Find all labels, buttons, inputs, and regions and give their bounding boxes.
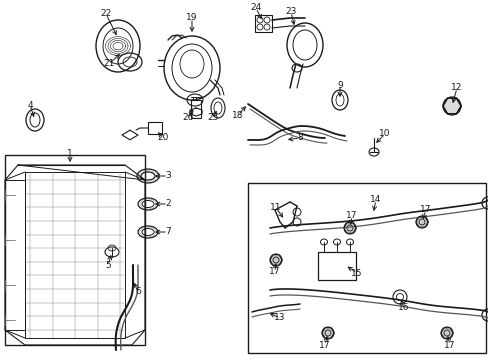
Text: 1: 1 [67, 148, 73, 158]
Ellipse shape [269, 254, 282, 266]
Text: 25: 25 [207, 113, 218, 122]
Text: 3: 3 [165, 171, 170, 180]
Text: 4: 4 [27, 100, 33, 109]
Text: 18: 18 [232, 111, 243, 120]
Text: 17: 17 [269, 267, 280, 276]
Text: 26: 26 [182, 113, 193, 122]
Bar [247, 183, 485, 353]
Ellipse shape [415, 216, 427, 228]
Ellipse shape [440, 327, 452, 339]
Text: 19: 19 [186, 13, 197, 22]
Text: 15: 15 [350, 269, 362, 278]
Text: 14: 14 [369, 195, 381, 204]
Text: 10: 10 [379, 130, 390, 139]
Ellipse shape [321, 327, 333, 339]
Text: 16: 16 [397, 303, 409, 312]
Text: 23: 23 [285, 8, 296, 17]
Text: 22: 22 [100, 9, 111, 18]
Text: 7: 7 [165, 228, 170, 237]
Text: 2: 2 [165, 199, 170, 208]
Ellipse shape [442, 97, 460, 115]
Bar [191, 100, 201, 118]
Text: 17: 17 [346, 211, 357, 220]
Text: 20: 20 [157, 134, 168, 143]
Text: 6: 6 [135, 288, 141, 297]
Text: 8: 8 [297, 134, 302, 143]
Text: 5: 5 [105, 261, 111, 270]
Ellipse shape [343, 222, 355, 234]
Text: 17: 17 [419, 206, 431, 215]
Bar [5, 155, 145, 345]
Text: 11: 11 [270, 203, 281, 212]
Text: 13: 13 [274, 314, 285, 323]
Bar [148, 122, 162, 134]
Text: 12: 12 [450, 84, 462, 93]
Bar [317, 252, 355, 280]
Text: 24: 24 [250, 4, 261, 13]
Bar [5, 180, 25, 330]
Text: 9: 9 [336, 81, 342, 90]
Text: 21: 21 [103, 59, 115, 68]
Text: 17: 17 [319, 341, 330, 350]
Text: 17: 17 [443, 341, 455, 350]
